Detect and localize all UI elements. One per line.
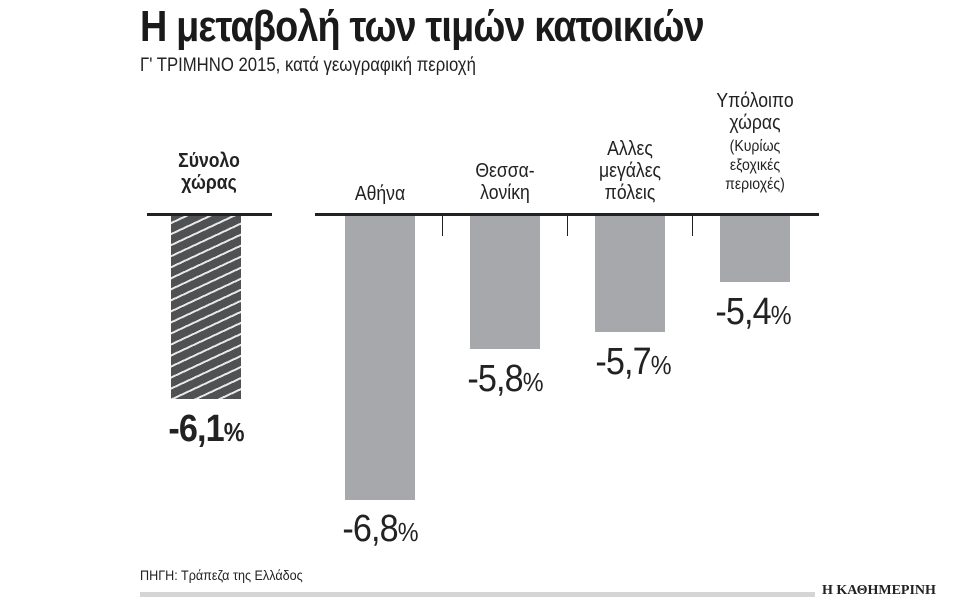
bar-thessaloniki bbox=[470, 216, 540, 349]
category-label-thessaloniki: Θεσσα-λονίκη bbox=[475, 160, 535, 204]
separator-tick bbox=[567, 214, 568, 236]
category-label-other-cities: Αλλες μεγάλες πόλεις bbox=[598, 138, 662, 204]
chart-title: Η μεταβολή των τιμών κατοικιών bbox=[140, 2, 705, 51]
footer-rule bbox=[140, 592, 815, 597]
value-label-thessaloniki: -5,8% bbox=[467, 358, 543, 400]
category-label-rest-of-country: Υπόλοιπο χώρας (Κυρίως εξοχικές περιοχές) bbox=[716, 90, 794, 193]
value-label-other-cities: -5,7% bbox=[595, 341, 671, 383]
value-label-rest-of-country: -5,4% bbox=[715, 291, 791, 333]
value-label-athens: -6,8% bbox=[342, 508, 418, 550]
separator-tick bbox=[692, 214, 693, 236]
bar-total bbox=[171, 216, 241, 399]
bar-other-cities bbox=[595, 216, 665, 332]
publisher-logo: Η ΚΑΘΗΜΕΡΙΝΗ bbox=[822, 583, 936, 598]
separator-tick bbox=[442, 214, 443, 236]
bar-rest-of-country bbox=[720, 216, 790, 282]
baseline-total bbox=[147, 213, 272, 216]
category-label-total: Σύνολο χώρας bbox=[178, 150, 240, 194]
category-label-athens: Αθήνα bbox=[354, 183, 406, 205]
source-note: ΠΗΓΗ: Τράπεζα της Ελλάδος bbox=[140, 567, 303, 583]
bar-athens bbox=[345, 216, 415, 500]
chart-subtitle: Γ' ΤΡΙΜΗΝΟ 2015, κατά γεωγραφική περιοχή bbox=[140, 55, 476, 76]
value-label-total: -6,1% bbox=[168, 408, 244, 450]
